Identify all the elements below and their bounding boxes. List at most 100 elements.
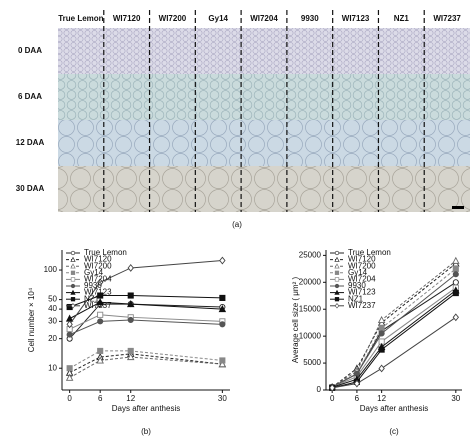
marker (66, 331, 73, 338)
marker (126, 300, 135, 308)
panel-label: (a) (232, 220, 242, 229)
y-axis-label: Cell number × 10⁴ (27, 287, 36, 352)
marker (70, 263, 76, 269)
legend-label: Gy14 (348, 268, 368, 277)
marker (66, 365, 73, 372)
x-tick-label: 30 (218, 394, 227, 403)
panel-label: (c) (389, 427, 399, 436)
marker (334, 303, 340, 309)
marker (70, 250, 76, 256)
marker (97, 347, 104, 354)
micrograph-row (58, 120, 470, 166)
legend-label: NZ1 (348, 294, 364, 303)
y-tick-label: 5000 (303, 358, 321, 367)
x-tick-label: 12 (377, 394, 386, 403)
y-tick-label: 40 (48, 304, 57, 313)
y-tick-label: 30 (48, 316, 57, 325)
marker (219, 294, 226, 301)
legend-label: WI7200 (84, 261, 112, 270)
marker (334, 297, 340, 302)
y-tick-label: 100 (44, 265, 58, 274)
marker (218, 360, 227, 368)
series-line (332, 292, 457, 389)
legend-label: NZ1 (84, 294, 100, 303)
marker (70, 303, 76, 309)
series-line (69, 319, 223, 336)
series-line (69, 350, 223, 369)
column-label: WI7120 (113, 14, 141, 23)
marker (97, 318, 104, 325)
x-tick-label: 30 (451, 394, 460, 403)
marker (65, 373, 74, 381)
column-label: WI7237 (433, 14, 461, 23)
series-line (69, 314, 223, 330)
marker (70, 283, 76, 289)
y-tick-label: 20000 (299, 277, 322, 286)
series-line (69, 353, 223, 374)
series-line (69, 260, 223, 325)
marker (377, 315, 386, 324)
legend-label: WI7123 (348, 288, 376, 297)
legend-label: WI7123 (84, 288, 112, 297)
column-label: WI7204 (250, 14, 278, 23)
y-tick-label: 15000 (299, 304, 322, 313)
x-tick-label: 6 (355, 394, 360, 403)
marker (219, 321, 226, 328)
marker (97, 278, 104, 287)
legend-label: 9930 (84, 281, 102, 290)
marker (378, 325, 385, 332)
marker (96, 298, 104, 306)
marker (329, 383, 336, 392)
x-axis-label: Days after anthesis (112, 404, 180, 413)
micrograph-row (58, 28, 470, 74)
legend-label: WI7237 (348, 301, 376, 310)
y-tick-label: 50 (48, 295, 57, 304)
legend-label: WI7204 (84, 275, 112, 284)
marker (334, 283, 340, 289)
row-label: 6 DAA (18, 92, 42, 101)
panel-label: (b) (141, 427, 151, 436)
marker (334, 263, 340, 269)
marker (334, 277, 340, 282)
row-label: 30 DAA (16, 184, 45, 193)
series-line (331, 273, 457, 388)
marker (66, 320, 73, 329)
marker (70, 277, 76, 282)
legend-label: True Lemon (348, 248, 391, 257)
row-label: 12 DAA (16, 138, 45, 147)
y-tick-label: 10000 (299, 331, 322, 340)
marker (97, 311, 104, 318)
y-axis-label: Average cell size ( μm² ) (291, 277, 300, 364)
marker (127, 316, 134, 324)
y-tick-label: 20 (48, 334, 57, 343)
marker (378, 330, 385, 337)
series-line (331, 260, 457, 388)
series-line (69, 303, 223, 339)
series-line (332, 289, 457, 388)
marker (452, 313, 459, 322)
marker (452, 265, 459, 272)
column-label: NZ1 (394, 14, 410, 23)
column-label: 9930 (301, 14, 319, 23)
marker (378, 364, 385, 373)
marker (127, 292, 134, 299)
column-label: WI7200 (159, 14, 187, 23)
marker (70, 256, 76, 262)
legend-label: WI7237 (84, 301, 112, 310)
x-tick-label: 12 (126, 394, 135, 403)
x-tick-label: 0 (67, 394, 72, 403)
series-line (331, 287, 457, 388)
y-tick-label: 0 (317, 385, 322, 394)
series-line (331, 268, 457, 389)
marker (70, 289, 76, 295)
series-line (69, 301, 223, 320)
marker (127, 347, 134, 354)
y-tick-label: 25000 (299, 250, 322, 259)
row-label: 0 DAA (18, 46, 42, 55)
column-label: True Lemon (58, 14, 103, 23)
marker (70, 297, 76, 302)
y-tick-label: 10 (48, 363, 57, 372)
marker (334, 289, 340, 295)
